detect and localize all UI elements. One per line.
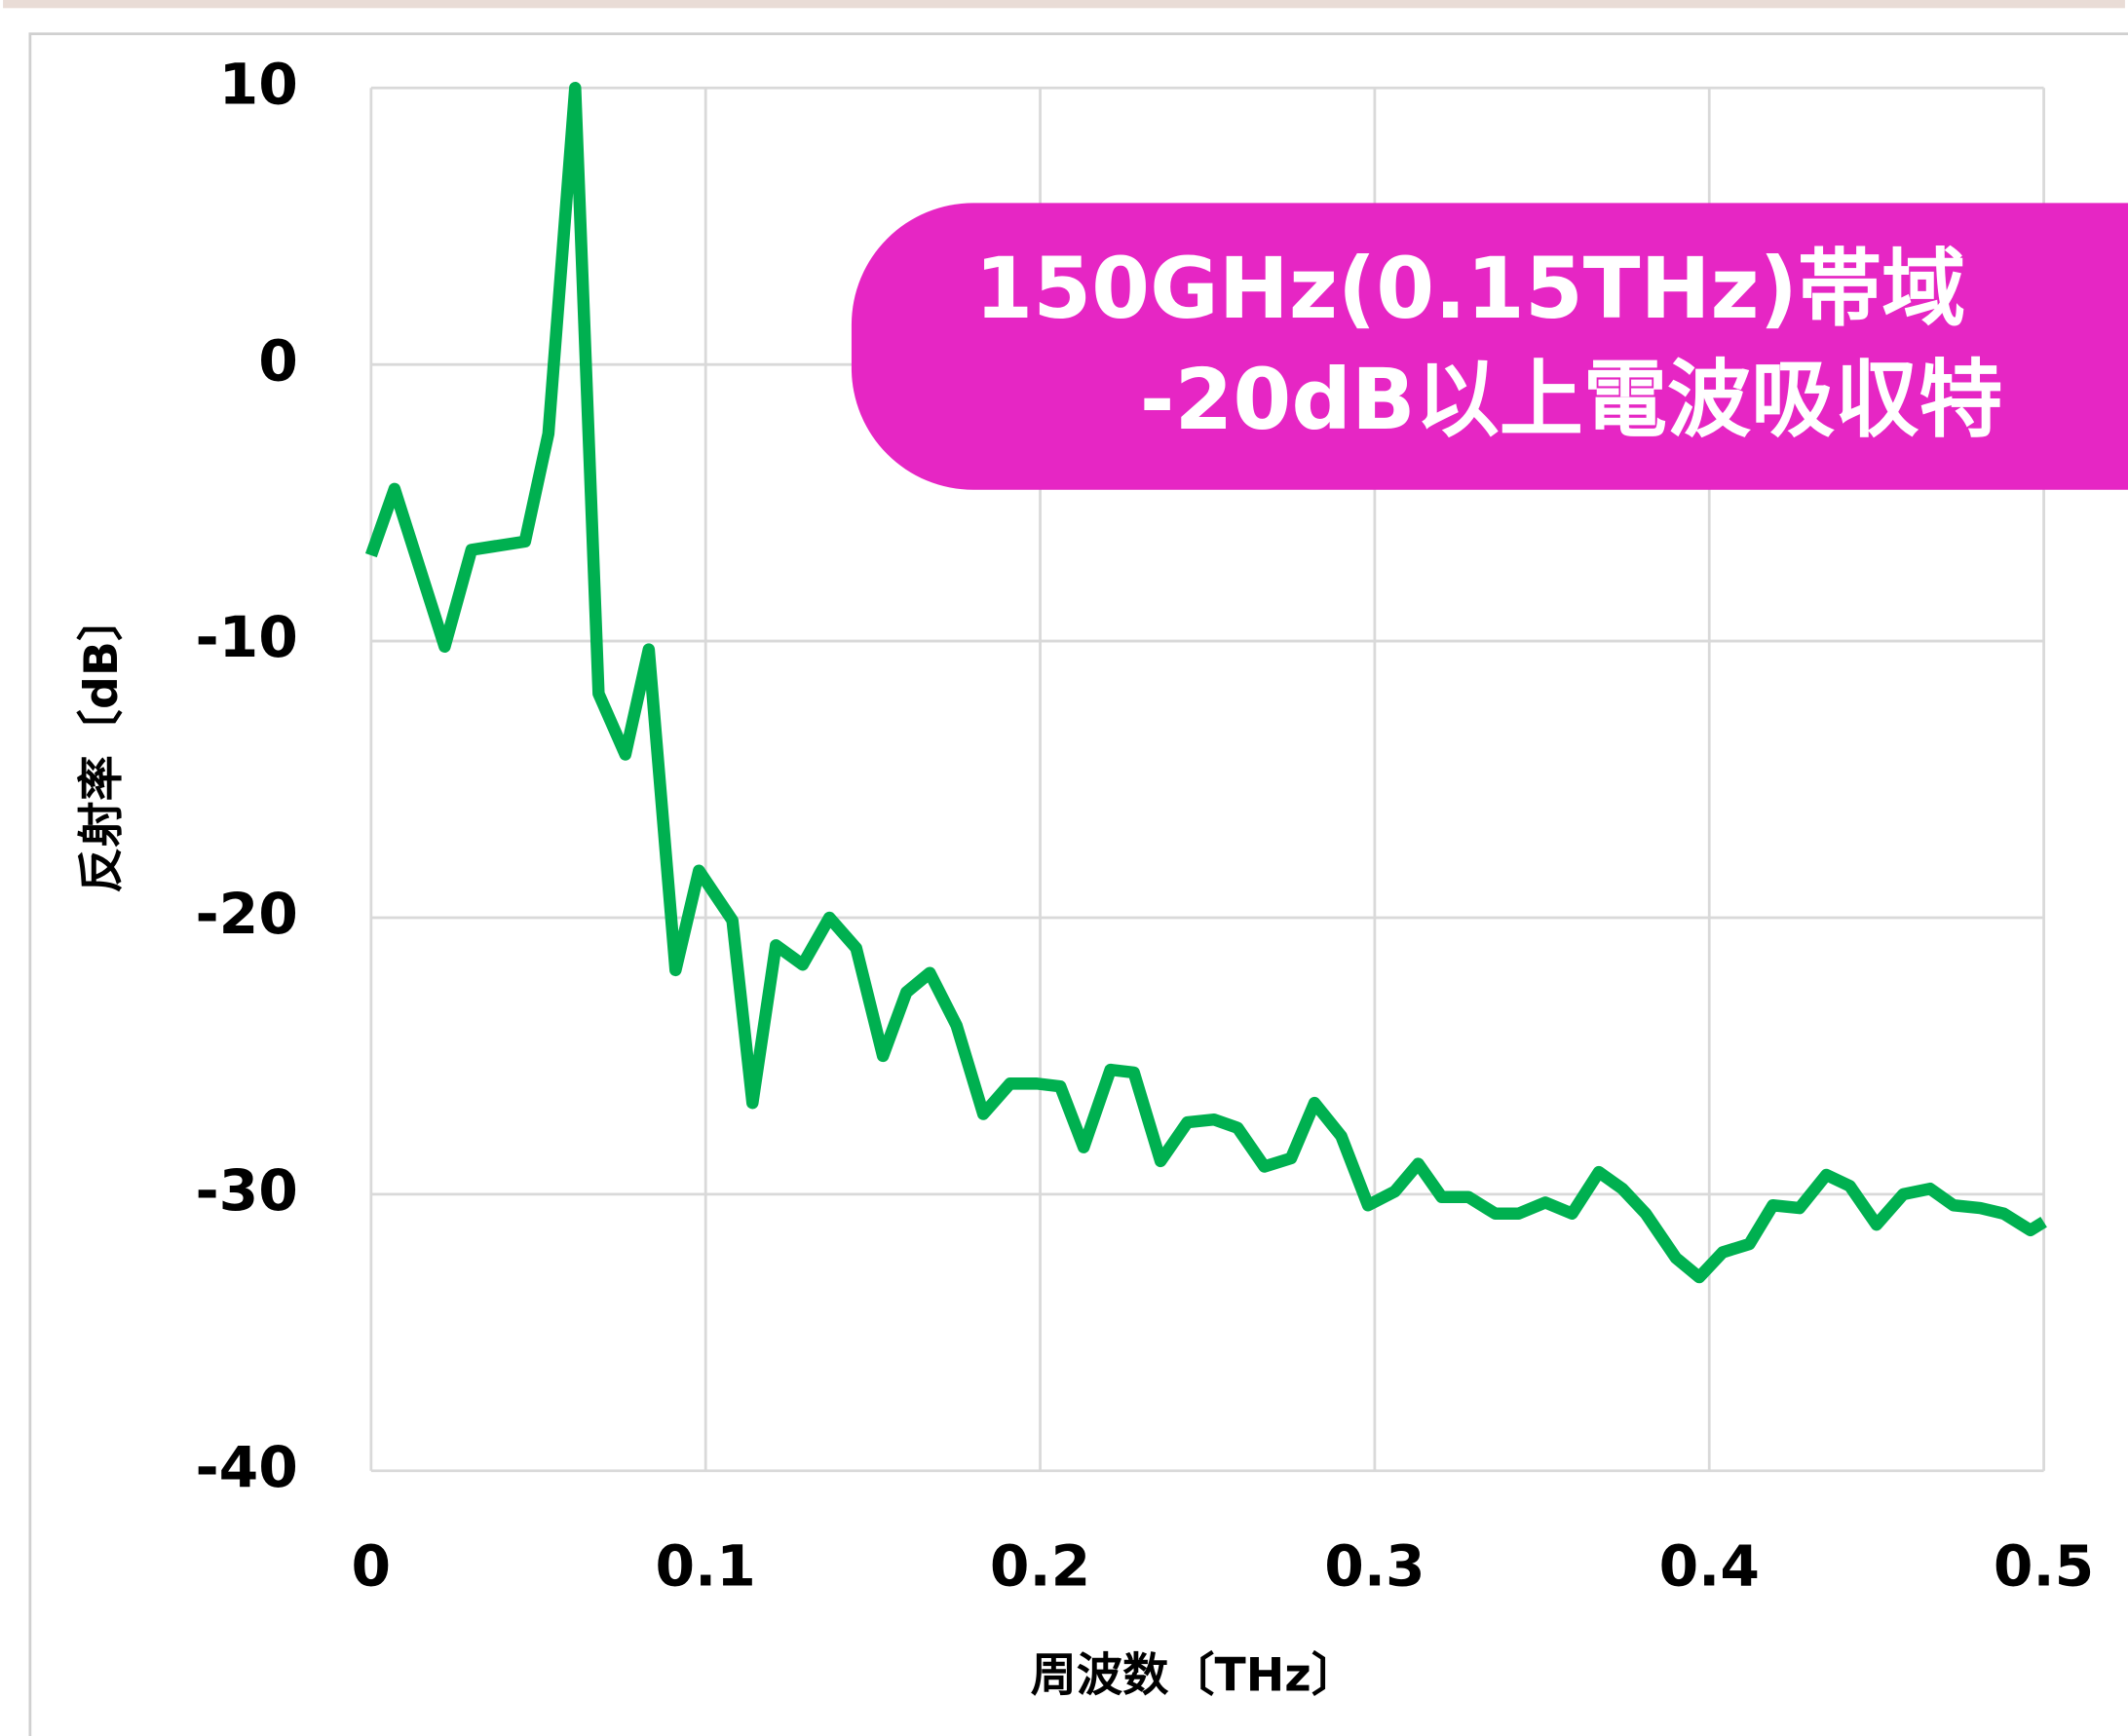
y-tick-label: -10 bbox=[195, 604, 297, 670]
data-line bbox=[364, 82, 2047, 1284]
annotation-box bbox=[851, 203, 2128, 490]
y-axis-title: 反射率〔dB〕 bbox=[75, 595, 129, 893]
x-tick-label: 0.4 bbox=[1659, 1532, 1760, 1599]
annotation: 150GHz(0.15THz)帯域 -20dB以上電波吸収特 bbox=[851, 203, 2128, 490]
x-tick-label: 0.3 bbox=[1324, 1532, 1425, 1599]
annotation-text: 150GHz(0.15THz)帯域 bbox=[974, 241, 1965, 338]
x-axis-title: 周波数〔THz〕 bbox=[1031, 1648, 1357, 1702]
x-tick-label: 0 bbox=[352, 1532, 392, 1599]
plot: -40 -30 -20 -10 0 10 0 0.1 0.2 0.3 0.4 0.5 bbox=[195, 51, 2094, 1599]
y-tick-label: -40 bbox=[195, 1434, 297, 1500]
y-tick-label: -20 bbox=[195, 881, 297, 947]
annotation-text: -20dB以上電波吸収特 bbox=[1140, 352, 2003, 449]
y-tick-label: 0 bbox=[258, 327, 298, 394]
x-tick-label: 0.1 bbox=[656, 1532, 756, 1599]
x-tick-label: 0.2 bbox=[990, 1532, 1090, 1599]
x-tick-label: 0.5 bbox=[1994, 1532, 2094, 1599]
top-strip bbox=[3, 0, 2125, 9]
y-tick-label: -30 bbox=[195, 1157, 297, 1224]
y-tick-label: 10 bbox=[219, 51, 298, 117]
